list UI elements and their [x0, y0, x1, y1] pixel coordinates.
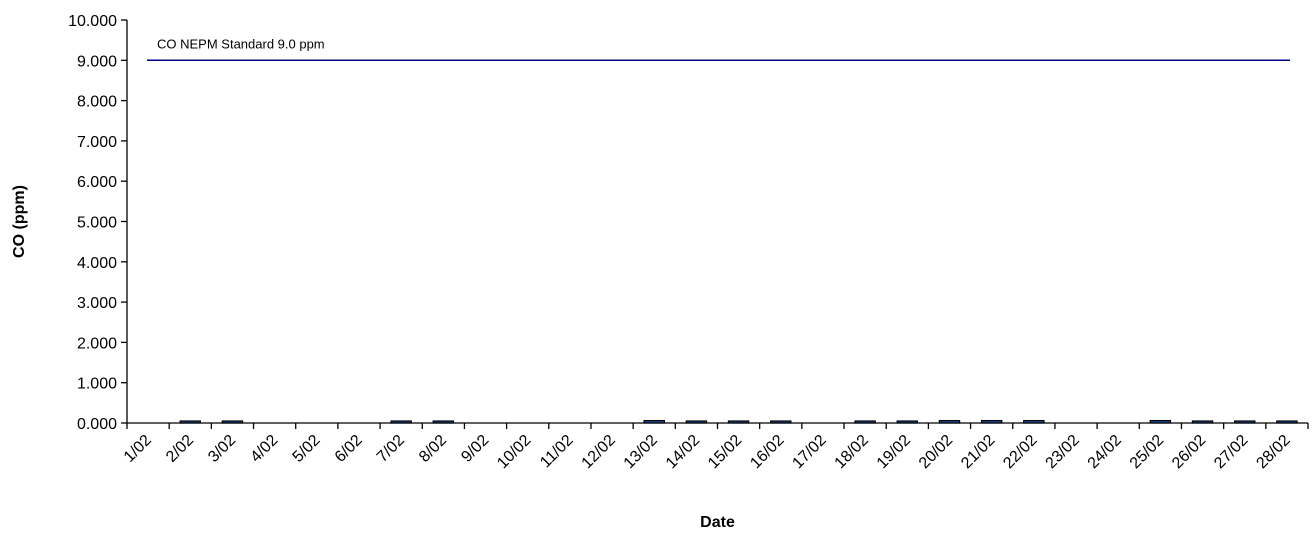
x-tick-label: 13/02: [621, 432, 661, 472]
y-tick-label: 6.000: [77, 174, 117, 191]
y-tick-label: 1.000: [77, 376, 117, 393]
y-tick-label: 9.000: [77, 53, 117, 70]
x-tick-label: 9/02: [458, 432, 492, 466]
nepm-standard-label: CO NEPM Standard 9.0 ppm: [157, 36, 325, 51]
x-tick-label: 3/02: [205, 432, 239, 466]
x-tick-label: 8/02: [416, 432, 450, 466]
bar: [854, 420, 876, 424]
x-tick-label: 15/02: [705, 432, 745, 472]
x-tick-label: 17/02: [789, 432, 829, 472]
bar: [685, 420, 708, 424]
bar: [179, 420, 201, 424]
bar: [1023, 419, 1045, 424]
x-axis-title: Date: [700, 514, 735, 531]
y-tick-label: 0.000: [77, 416, 117, 433]
plot-area: 0.000 1.000 2.000 3.000 4.000 5.000 6.000 7.000…: [68, 13, 1309, 472]
y-tick-label: 10.000: [68, 13, 117, 30]
y-tick-label: 3.000: [77, 295, 117, 312]
x-tick-label: 28/02: [1253, 432, 1293, 472]
x-tick-label: 26/02: [1169, 432, 1209, 472]
y-tick-label: 2.000: [77, 335, 117, 352]
bar: [896, 420, 919, 424]
bar: [432, 420, 455, 424]
x-tick-label: 11/02: [537, 432, 577, 472]
y-tick-label: 8.000: [77, 94, 117, 111]
y-axis-title: CO (ppm): [11, 185, 28, 258]
x-tick-label: 20/02: [916, 432, 956, 472]
x-tick-label: 24/02: [1085, 432, 1125, 472]
x-tick-label: 27/02: [1211, 432, 1251, 472]
x-tick-label: 10/02: [494, 432, 534, 472]
bar: [727, 420, 750, 424]
bar: [1191, 420, 1214, 424]
y-tick-label: 4.000: [77, 255, 117, 272]
bar: [1149, 419, 1172, 424]
y-tick-label: 5.000: [77, 215, 117, 232]
bar: [980, 419, 1003, 424]
x-tick-label: 14/02: [663, 432, 703, 472]
x-tick-label: 18/02: [832, 432, 872, 472]
x-tick-label: 16/02: [747, 432, 787, 472]
y-axis-ticks: 0.000 1.000 2.000 3.000 4.000 5.000 6.000 7.000…: [68, 13, 127, 433]
bar-series: [179, 419, 1298, 424]
bar: [938, 419, 961, 424]
x-tick-label: 5/02: [290, 432, 324, 466]
x-tick-label: 6/02: [332, 432, 366, 466]
x-tick-label: 19/02: [874, 432, 914, 472]
x-tick-label: 7/02: [374, 432, 408, 466]
x-tick-label: 2/02: [163, 432, 197, 466]
x-tick-label: 12/02: [579, 432, 619, 472]
x-tick-label: 4/02: [247, 432, 281, 466]
bar: [643, 419, 665, 424]
x-tick-label: 25/02: [1127, 432, 1167, 472]
bar: [221, 420, 244, 424]
x-tick-label: 1/02: [121, 432, 155, 466]
x-tick-label: 22/02: [1000, 432, 1040, 472]
bar: [1234, 420, 1256, 424]
x-tick-label: 23/02: [1043, 432, 1083, 472]
bar: [770, 420, 792, 424]
bar: [390, 420, 412, 424]
x-axis-ticks: 1/02 2/02 3/02 4/02 5/02 6/02 7/02 8/02 9/02 10/0…: [121, 423, 1309, 472]
x-tick-label: 21/02: [958, 432, 998, 472]
bar: [1276, 420, 1298, 424]
y-tick-label: 7.000: [77, 134, 117, 151]
